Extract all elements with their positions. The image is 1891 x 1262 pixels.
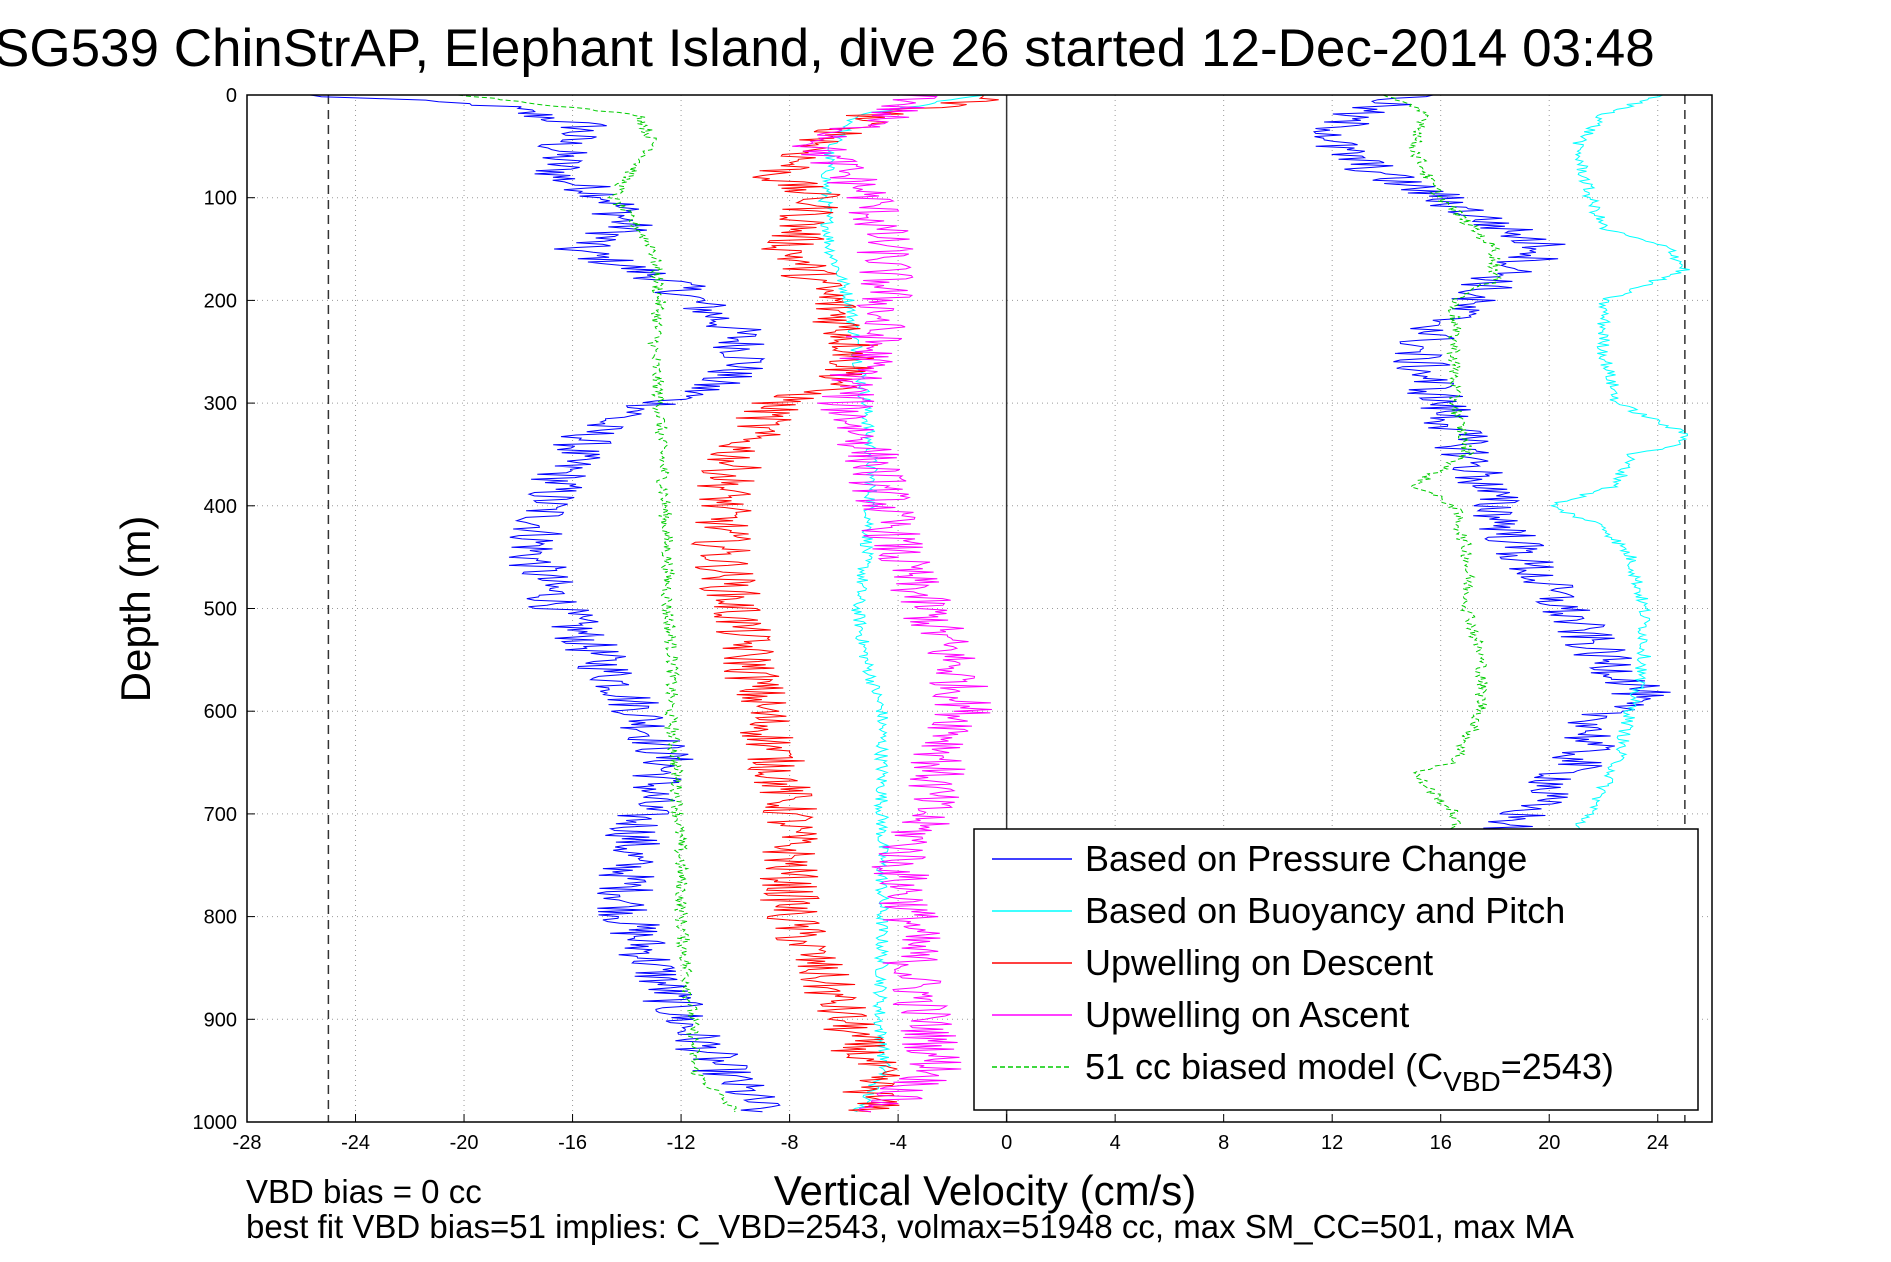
y-axis-ticks: 0 100 200 300 400 500 600 700 800 900 1000: [193, 85, 255, 1134]
x-tick-label: -8: [781, 1132, 799, 1154]
y-tick-label: 1000: [193, 1112, 238, 1134]
x-tick-label: -4: [889, 1132, 907, 1154]
series-line-3: [690, 94, 999, 1113]
y-tick-label: 800: [204, 907, 237, 929]
footer-note-vbd-bias: VBD bias = 0 cc: [246, 1173, 482, 1210]
series-line-5: [1313, 94, 1671, 835]
legend-label: Based on Buoyancy and Pitch: [1085, 890, 1565, 931]
y-tick-label: 400: [204, 496, 237, 518]
series-layer: [310, 94, 1690, 1113]
x-tick-label: -28: [233, 1132, 262, 1154]
x-tick-label: 12: [1321, 1132, 1343, 1154]
series-line-7: [1383, 94, 1502, 835]
legend-label: Upwelling on Descent: [1085, 942, 1433, 983]
legend-label-subscript: VBD: [1443, 1066, 1501, 1097]
x-tick-label: -20: [450, 1132, 479, 1154]
legend-box: [973, 828, 1699, 1111]
series-line-6: [1549, 94, 1690, 846]
series-line-0: [310, 94, 781, 1113]
y-axis-title: Depth (m): [112, 516, 159, 703]
x-axis-title: Vertical Velocity (cm/s): [774, 1167, 1196, 1214]
legend: Based on Pressure Change Based on Buoyanc…: [973, 828, 1699, 1111]
y-tick-label: 500: [204, 599, 237, 621]
x-tick-label: 8: [1218, 1132, 1229, 1154]
legend-label: Based on Pressure Change: [1085, 838, 1527, 879]
x-tick-label: 24: [1647, 1132, 1669, 1154]
x-tick-label: -16: [558, 1132, 587, 1154]
y-tick-label: 300: [204, 393, 237, 415]
y-tick-label: 900: [204, 1009, 237, 1031]
y-tick-label: 100: [204, 188, 237, 210]
legend-label: Upwelling on Ascent: [1085, 994, 1409, 1035]
y-tick-label: 200: [204, 290, 237, 312]
y-tick-label: 0: [226, 85, 237, 107]
footer-note-best-fit: best fit VBD bias=51 implies: C_VBD=2543…: [246, 1208, 1574, 1245]
series-line-4: [792, 94, 992, 1113]
y-tick-label: 700: [204, 804, 237, 826]
x-tick-label: 4: [1110, 1132, 1121, 1154]
x-tick-label: -24: [341, 1132, 370, 1154]
legend-label-tail: =2543): [1501, 1046, 1614, 1087]
series-line-2: [457, 94, 737, 1113]
x-tick-label: 20: [1538, 1132, 1560, 1154]
x-tick-label: -12: [667, 1132, 696, 1154]
x-tick-label: 16: [1430, 1132, 1452, 1154]
y-tick-label: 600: [204, 701, 237, 723]
chart-title: SG539 ChinStrAP, Elephant Island, dive 2…: [0, 19, 1655, 78]
x-tick-label: 0: [1001, 1132, 1012, 1154]
x-axis-ticks: -28 -24 -20 -16 -12 -8 -4 0 4 8 12 16 20 24: [233, 1114, 1669, 1154]
series-line-1: [817, 94, 987, 1113]
